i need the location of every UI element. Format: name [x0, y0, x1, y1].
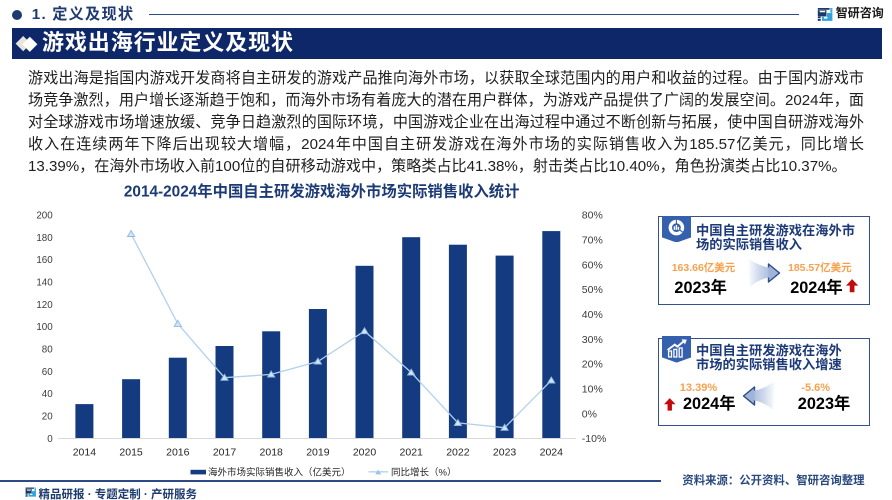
svg-text:海外市场实际销售收入（亿美元）: 海外市场实际销售收入（亿美元） [208, 466, 351, 478]
svg-text:2015: 2015 [119, 446, 143, 458]
svg-text:50%: 50% [582, 284, 603, 296]
svg-text:2022: 2022 [446, 446, 470, 458]
svg-text:0: 0 [47, 434, 53, 445]
svg-text:160: 160 [36, 255, 53, 266]
svg-text:2019: 2019 [306, 446, 330, 458]
svg-text:200: 200 [36, 210, 53, 221]
svg-text:120: 120 [36, 300, 53, 311]
svg-text:60%: 60% [582, 259, 603, 271]
svg-text:2023: 2023 [493, 446, 517, 458]
svg-text:2014: 2014 [73, 446, 97, 458]
svg-text:60: 60 [42, 367, 53, 378]
svg-text:30%: 30% [582, 334, 603, 346]
svg-text:2017: 2017 [213, 446, 237, 458]
svg-text:2018: 2018 [260, 446, 284, 458]
svg-text:80: 80 [42, 345, 53, 356]
svg-text:40: 40 [42, 389, 53, 400]
svg-text:2021: 2021 [400, 446, 424, 458]
svg-text:70%: 70% [582, 234, 603, 246]
svg-text:2014-2024年中国自主研发游戏海外市场实际销售收入统计: 2014-2024年中国自主研发游戏海外市场实际销售收入统计 [124, 182, 520, 201]
svg-text:-10%: -10% [582, 433, 607, 445]
svg-text:10%: 10% [582, 383, 603, 395]
svg-text:180: 180 [36, 233, 53, 244]
svg-text:100: 100 [36, 322, 53, 333]
svg-text:80%: 80% [582, 210, 603, 222]
svg-text:140: 140 [36, 277, 53, 288]
svg-text:40%: 40% [582, 309, 603, 321]
svg-text:2024: 2024 [540, 446, 564, 458]
svg-text:0%: 0% [582, 408, 597, 420]
svg-text:20: 20 [42, 412, 53, 423]
svg-text:20%: 20% [582, 359, 603, 371]
svg-text:2020: 2020 [353, 446, 377, 458]
svg-text:2016: 2016 [166, 446, 190, 458]
svg-text:同比增长（%）: 同比增长（%） [391, 466, 456, 478]
